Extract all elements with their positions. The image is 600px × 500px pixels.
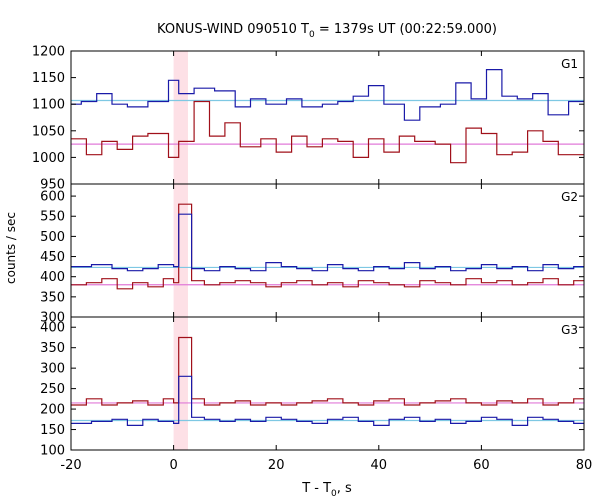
- chart-title: KONUS-WIND 090510 T0 = 1379s UT (00:22:5…: [157, 22, 497, 40]
- g2-y-tick-label: 500: [40, 230, 65, 245]
- g3-red-series: [71, 336, 584, 406]
- x-tick-label: 20: [268, 458, 285, 473]
- g3-y-tick-label: 150: [40, 423, 65, 438]
- g3-blue-series: [71, 375, 584, 426]
- g3-y-tick-label: 250: [40, 382, 65, 397]
- x-tick-label: 80: [576, 458, 593, 473]
- g2-blue-series: [71, 213, 584, 272]
- g1-red-series: [71, 100, 584, 164]
- g1-panel-frame: [70, 50, 585, 185]
- g2-y-tick-label: 350: [40, 290, 65, 305]
- g1-y-tick-label: 1050: [32, 124, 65, 139]
- x-tick-label: 40: [371, 458, 388, 473]
- g2-y-tick-label: 450: [40, 250, 65, 265]
- g3-panel-label: G3: [561, 323, 578, 337]
- highlight-band: [173, 51, 188, 450]
- chart-title-sub: 0: [309, 30, 315, 40]
- g3-y-tick-label: 300: [40, 362, 65, 377]
- g2-y-tick-label: 550: [40, 210, 65, 225]
- g1-y-tick-label: 1100: [32, 98, 65, 113]
- g1-panel-label: G1: [561, 57, 578, 71]
- x-axis-label-main: T - T: [301, 481, 331, 496]
- plot-layer: G195010001050110011501200G23003504004505…: [32, 45, 592, 474]
- chart-title-rest: = 1379s UT (00:22:59.000): [315, 22, 497, 37]
- g1-y-tick-label: 950: [40, 178, 65, 193]
- g2-y-tick-label: 300: [40, 311, 65, 326]
- x-axis-label-sub: 0: [331, 489, 337, 499]
- x-tick-label: 60: [473, 458, 490, 473]
- g2-panel-frame: [70, 183, 585, 318]
- x-tick-label: -20: [60, 458, 81, 473]
- g3-panel-frame: [70, 316, 585, 451]
- g3-y-tick-label: 100: [40, 444, 65, 459]
- y-axis-label: counts / sec: [4, 212, 18, 284]
- g2-red-series: [71, 203, 584, 290]
- g3-y-tick-label: 400: [40, 321, 65, 336]
- g1-y-tick-label: 1000: [32, 151, 65, 166]
- g2-y-tick-label: 600: [40, 190, 65, 205]
- g2-y-tick-label: 400: [40, 270, 65, 285]
- x-tick-label: 0: [169, 458, 177, 473]
- g3-y-tick-label: 350: [40, 341, 65, 356]
- g1-blue-series: [71, 69, 584, 121]
- x-axis-label-rest: , s: [337, 481, 352, 496]
- g1-y-tick-label: 1150: [32, 71, 65, 86]
- g3-y-tick-label: 200: [40, 403, 65, 418]
- g1-y-tick-label: 1200: [32, 45, 65, 60]
- g2-panel-label: G2: [561, 190, 578, 204]
- x-axis-label: T - T0, s: [301, 481, 352, 499]
- chart-title-main: KONUS-WIND 090510 T: [157, 22, 309, 37]
